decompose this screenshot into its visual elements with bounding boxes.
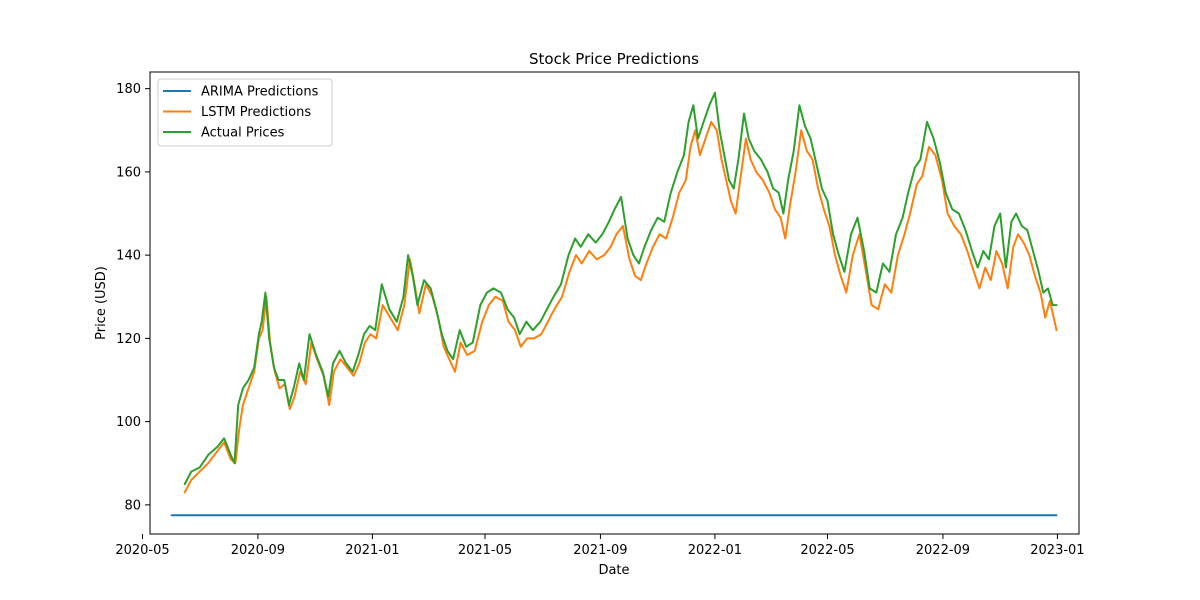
x-tick-label: 2022-09 bbox=[916, 543, 970, 558]
y-axis: 80 100 120 140 160 180 bbox=[116, 82, 150, 513]
legend-label: LSTM Predictions bbox=[201, 105, 311, 120]
plot-area bbox=[170, 91, 1058, 517]
y-tick-label: 100 bbox=[116, 415, 141, 430]
x-tick-label: 2021-09 bbox=[573, 543, 627, 558]
y-tick-label: 160 bbox=[116, 165, 141, 180]
x-tick-label: 2020-09 bbox=[231, 543, 285, 558]
x-axis-title: Date bbox=[598, 563, 629, 578]
y-tick-label: 120 bbox=[116, 332, 141, 347]
legend-label: ARIMA Predictions bbox=[201, 85, 319, 100]
x-tick-label: 2021-01 bbox=[345, 543, 399, 558]
legend: ARIMA Predictions LSTM Predictions Actual … bbox=[157, 78, 333, 147]
y-tick-label: 80 bbox=[124, 498, 141, 513]
y-tick-label: 180 bbox=[116, 82, 141, 97]
x-tick-label: 2021-05 bbox=[458, 543, 512, 558]
chart-title: Stock Price Predictions bbox=[529, 50, 699, 68]
axes-frame bbox=[149, 71, 1080, 535]
legend-label: Actual Prices bbox=[201, 126, 285, 141]
legend-box bbox=[157, 78, 333, 147]
y-tick-label: 140 bbox=[116, 249, 141, 264]
x-tick-label: 2023-01 bbox=[1030, 543, 1084, 558]
x-tick-label: 2020-05 bbox=[115, 543, 169, 558]
x-axis: 2020-05 2020-09 2021-01 2021-05 2021-09 2022-… bbox=[115, 534, 1085, 558]
x-tick-label: 2022-05 bbox=[800, 543, 854, 558]
series-line-2 bbox=[183, 91, 1058, 486]
x-tick-label: 2022-01 bbox=[688, 543, 742, 558]
y-axis-title: Price (USD) bbox=[94, 266, 109, 340]
